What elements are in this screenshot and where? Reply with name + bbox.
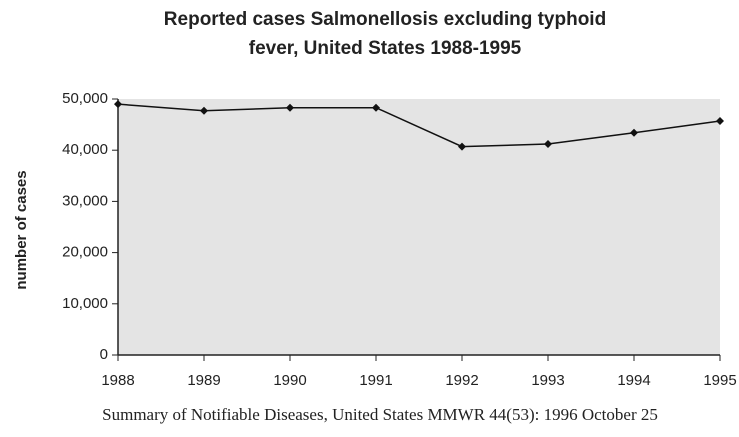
source-note: Summary of Notifiable Diseases, United S…: [102, 405, 658, 424]
y-tick-label: 30,000: [62, 192, 108, 209]
y-tick-label: 10,000: [62, 295, 108, 312]
chart-title: fever, United States 1988-1995: [249, 38, 522, 59]
y-tick-label: 20,000: [62, 244, 108, 261]
x-tick-label: 1988: [101, 372, 134, 389]
y-tick-label: 40,000: [62, 141, 108, 158]
x-tick-label: 1990: [273, 372, 306, 389]
y-axis-label: number of cases: [13, 170, 30, 289]
x-tick-label: 1989: [187, 372, 220, 389]
x-tick-label: 1992: [445, 372, 478, 389]
chart-title: Reported cases Salmonellosis excluding t…: [164, 9, 606, 30]
x-tick-label: 1995: [703, 372, 736, 389]
x-tick-label: 1994: [617, 372, 650, 389]
x-tick-label: 1993: [531, 372, 564, 389]
y-tick-label: 0: [100, 346, 108, 363]
plot-area: [118, 99, 720, 355]
y-tick-label: 50,000: [62, 90, 108, 107]
chart: Reported cases Salmonellosis excluding t…: [0, 0, 739, 437]
x-tick-label: 1991: [359, 372, 392, 389]
